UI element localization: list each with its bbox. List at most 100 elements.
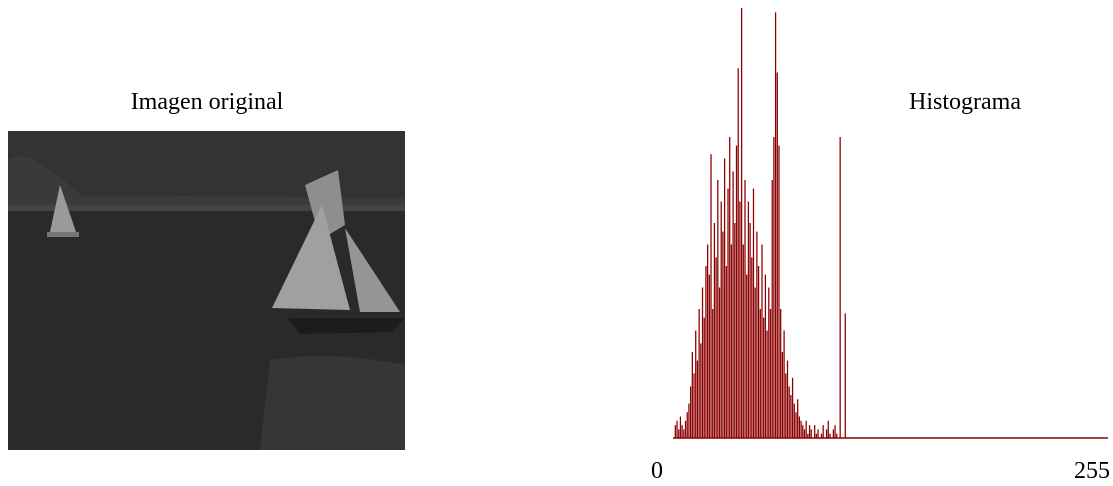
bar — [759, 309, 761, 438]
bar — [785, 373, 787, 438]
bar — [780, 309, 782, 438]
bar — [788, 386, 790, 438]
bar — [742, 244, 744, 438]
bar — [752, 188, 755, 438]
bar — [786, 360, 789, 438]
image-caption: Imagen original — [131, 89, 284, 115]
bar — [829, 433, 831, 438]
bar — [776, 72, 778, 438]
bar — [708, 274, 710, 438]
bar — [674, 425, 676, 438]
bar — [693, 373, 695, 438]
bar — [706, 244, 709, 438]
bar — [676, 420, 678, 438]
bar — [807, 433, 809, 438]
bar — [791, 377, 794, 438]
bar — [688, 403, 690, 438]
bar — [710, 154, 712, 438]
bar — [844, 313, 846, 438]
bar — [696, 360, 699, 438]
bar — [683, 429, 685, 438]
bar — [805, 420, 807, 438]
bar — [808, 425, 811, 438]
bar — [773, 137, 775, 438]
bar — [727, 188, 729, 438]
bar — [720, 201, 722, 438]
bar — [800, 420, 802, 438]
bar — [689, 386, 692, 438]
bar — [722, 231, 724, 438]
bar — [769, 309, 772, 438]
bar — [712, 309, 714, 438]
bar — [681, 425, 683, 438]
bar — [793, 403, 795, 438]
bar — [747, 201, 750, 438]
bar — [679, 416, 682, 438]
bar — [734, 223, 736, 438]
bar — [756, 231, 758, 438]
bar — [820, 433, 823, 438]
bar — [797, 399, 799, 438]
bar — [795, 412, 797, 438]
bar — [825, 429, 828, 438]
bar — [701, 287, 704, 438]
bar — [684, 420, 687, 438]
bar — [737, 68, 739, 438]
chart-title: Histograma — [909, 89, 1021, 115]
bar — [802, 425, 804, 438]
bar — [832, 429, 835, 438]
bar — [781, 352, 784, 438]
bar — [735, 145, 738, 438]
bar — [744, 180, 746, 438]
x-tick-label: 255 — [1074, 458, 1110, 484]
bar — [751, 257, 753, 438]
bar — [836, 433, 838, 438]
bar — [757, 266, 760, 438]
bar — [814, 425, 816, 438]
bar — [761, 244, 763, 438]
bar — [698, 309, 700, 438]
bar — [827, 420, 829, 438]
sailboat-image — [8, 131, 405, 450]
bar — [725, 266, 727, 438]
bar — [746, 274, 748, 438]
bar — [739, 201, 741, 438]
x-tick-label: 0 — [651, 458, 663, 484]
bar — [783, 330, 785, 438]
bar — [678, 429, 680, 438]
bar — [700, 343, 702, 438]
bar — [763, 317, 765, 438]
bar — [766, 330, 768, 438]
bar — [815, 433, 818, 438]
bar — [713, 223, 716, 438]
bar — [695, 330, 697, 438]
bar — [723, 158, 726, 438]
bar — [717, 180, 719, 438]
bar — [732, 171, 734, 438]
bar — [778, 145, 780, 438]
bar — [803, 429, 806, 438]
bar — [839, 137, 841, 438]
bar — [754, 287, 756, 438]
bar — [718, 287, 721, 438]
bar — [798, 416, 801, 438]
bar — [729, 137, 731, 438]
bar — [703, 317, 705, 438]
bar — [715, 257, 717, 438]
bar — [790, 395, 792, 438]
bar — [764, 274, 767, 438]
bar — [768, 287, 770, 438]
bar — [740, 8, 743, 438]
bar — [705, 266, 707, 438]
bar — [686, 412, 688, 438]
bar — [749, 223, 751, 438]
bar — [817, 429, 819, 438]
bar — [730, 244, 733, 438]
bar — [774, 12, 777, 439]
bar — [822, 425, 824, 438]
bar — [771, 180, 773, 438]
bar — [834, 425, 836, 438]
bar — [810, 429, 812, 438]
bar — [691, 352, 693, 438]
